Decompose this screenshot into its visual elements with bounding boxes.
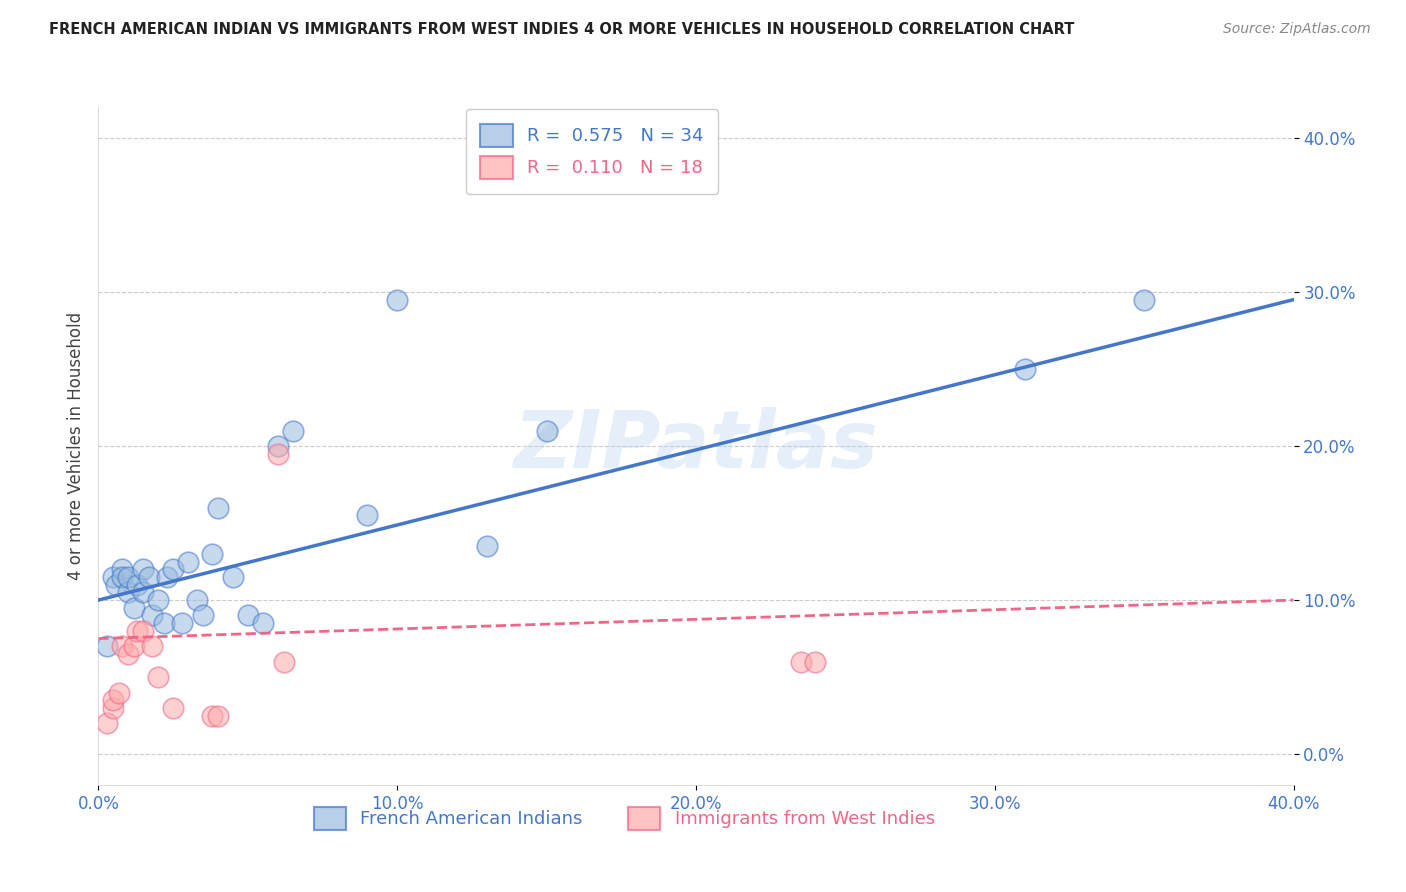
Point [96,640,118,654]
Point [127,577,149,591]
Point [141,608,163,623]
Point [252,616,274,631]
Point [108,685,131,699]
Point [132,562,155,576]
Point [103,701,125,715]
Point [162,562,184,576]
Point [201,547,224,561]
Point [177,555,200,569]
Point [162,701,184,715]
Point [132,624,155,638]
Point [236,608,259,623]
Point [789,655,811,669]
Legend: French American Indians, Immigrants from West Indies: French American Indians, Immigrants from… [307,799,942,837]
Point [356,508,378,523]
Text: ZIPatlas: ZIPatlas [513,407,879,485]
Point [191,608,214,623]
Text: Source: ZipAtlas.com: Source: ZipAtlas.com [1223,22,1371,37]
Point [172,616,194,631]
Point [148,670,170,684]
Point [153,616,176,631]
Point [156,570,179,584]
Y-axis label: 4 or more Vehicles in Household: 4 or more Vehicles in Household [66,312,84,580]
Point [111,640,134,654]
Point [124,600,146,615]
Point [273,655,295,669]
Point [103,570,125,584]
Point [138,570,160,584]
Point [105,577,128,591]
Text: FRENCH AMERICAN INDIAN VS IMMIGRANTS FROM WEST INDIES 4 OR MORE VEHICLES IN HOUS: FRENCH AMERICAN INDIAN VS IMMIGRANTS FRO… [49,22,1074,37]
Point [103,693,125,707]
Point [201,708,224,723]
Point [127,624,149,638]
Point [132,585,155,599]
Point [475,539,498,553]
Point [385,293,409,307]
Point [207,500,229,515]
Point [267,447,290,461]
Point [96,716,118,731]
Point [804,655,827,669]
Point [207,708,229,723]
Point [117,570,139,584]
Point [1133,293,1156,307]
Point [148,593,170,607]
Point [111,562,134,576]
Point [117,585,139,599]
Point [222,570,245,584]
Point [141,640,163,654]
Point [267,439,290,453]
Point [1014,362,1036,376]
Point [124,640,146,654]
Point [117,647,139,661]
Point [281,424,304,438]
Point [111,570,134,584]
Point [536,424,558,438]
Point [186,593,208,607]
